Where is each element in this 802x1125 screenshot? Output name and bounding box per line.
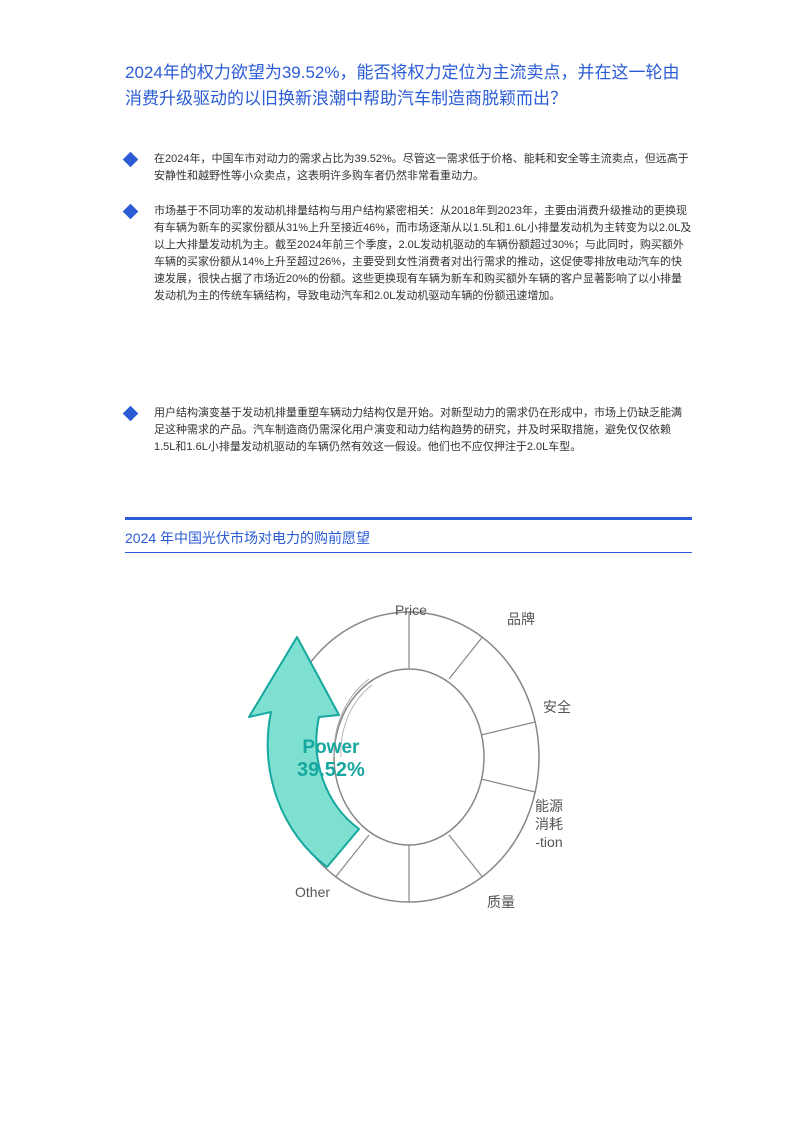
segment-label-brand: 品牌 xyxy=(507,609,535,629)
bullet-text: 在2024年，中国车市对动力的需求占比为39.52%。尽管这一需求低于价格、能耗… xyxy=(154,151,692,185)
ring-chart: Price 品牌 安全 能源 消耗 -tion 质量 Other Power 3… xyxy=(125,567,692,947)
segment-label-safety: 安全 xyxy=(543,697,571,717)
diamond-icon xyxy=(123,204,139,220)
divider-thin xyxy=(125,552,692,553)
power-label: Power 39.52% xyxy=(297,737,365,782)
diamond-icon xyxy=(123,152,139,168)
segment-label-other: Other xyxy=(295,884,330,900)
bullet-item: 用户结构演变基于发动机排量重塑车辆动力结构仅是开始。对新型动力的需求仍在形成中，… xyxy=(125,405,692,456)
divider-thick xyxy=(125,517,692,520)
chart-title: 2024 年中国光伏市场对电力的购前愿望 xyxy=(125,528,692,548)
segment-label-price: Price xyxy=(395,602,427,618)
page-title: 2024年的权力欲望为39.52%，能否将权力定位为主流卖点，并在这一轮由消费升… xyxy=(125,60,692,111)
bullet-text: 用户结构演变基于发动机排量重塑车辆动力结构仅是开始。对新型动力的需求仍在形成中，… xyxy=(154,405,692,456)
power-value: 39.52% xyxy=(297,759,365,782)
bullet-item: 市场基于不同功率的发动机排量结构与用户结构紧密相关：从2018年到2023年，主… xyxy=(125,203,692,305)
bullets-section: 在2024年，中国车市对动力的需求占比为39.52%。尽管这一需求低于价格、能耗… xyxy=(125,151,692,457)
chart-section: 2024 年中国光伏市场对电力的购前愿望 xyxy=(125,517,692,947)
power-name: Power xyxy=(297,737,365,759)
diamond-icon xyxy=(123,406,139,422)
bullet-item: 在2024年，中国车市对动力的需求占比为39.52%。尽管这一需求低于价格、能耗… xyxy=(125,151,692,185)
segment-label-energy: 能源 消耗 -tion xyxy=(535,797,563,852)
ring-svg xyxy=(219,567,599,947)
segment-label-quality: 质量 xyxy=(487,892,515,912)
bullet-text: 市场基于不同功率的发动机排量结构与用户结构紧密相关：从2018年到2023年，主… xyxy=(154,203,692,305)
